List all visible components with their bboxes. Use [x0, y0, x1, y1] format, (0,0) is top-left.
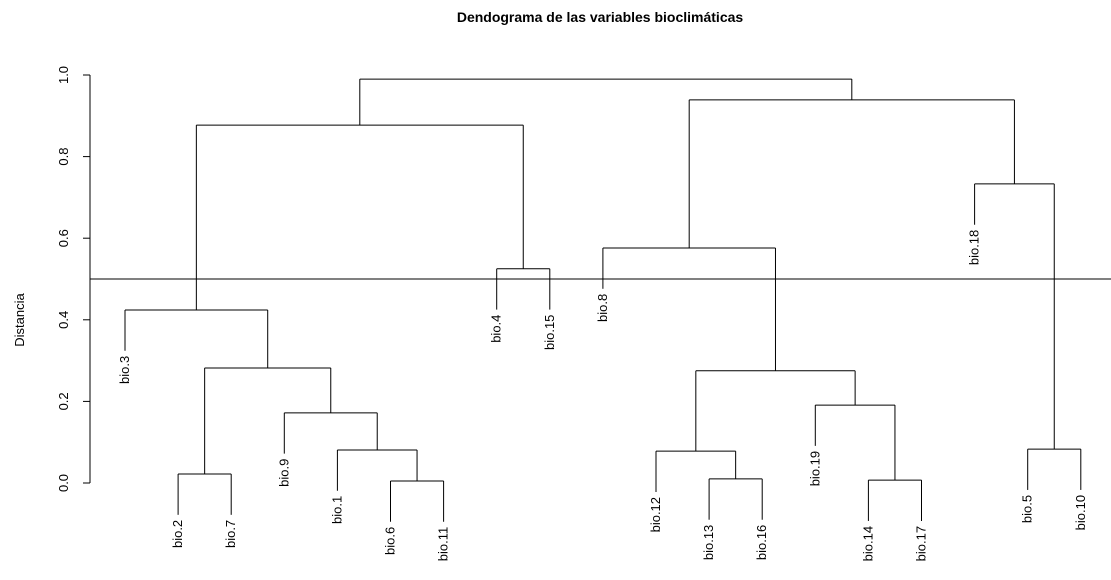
leaf-label: bio.1: [329, 496, 344, 524]
leaf-label: bio.10: [1073, 495, 1088, 530]
leaf-label: bio.19: [807, 451, 822, 486]
leaf-label: bio.6: [383, 527, 398, 555]
leaf-label: bio.15: [542, 315, 557, 350]
leaf-label: bio.16: [754, 525, 769, 560]
leaf-label: bio.5: [1020, 495, 1035, 523]
leaf-label: bio.3: [117, 356, 132, 384]
leaf-label: bio.17: [914, 526, 929, 561]
leaf-label: bio.2: [170, 520, 185, 548]
y-tick-label: 0.4: [56, 311, 71, 329]
leaf-label: bio.9: [276, 459, 291, 487]
y-tick-label: 0.2: [56, 392, 71, 410]
leaf-label: bio.14: [860, 526, 875, 561]
y-tick-label: 0.8: [56, 148, 71, 166]
leaf-label: bio.8: [595, 294, 610, 322]
y-tick-label: 0.0: [56, 474, 71, 492]
y-tick-label: 0.6: [56, 229, 71, 247]
leaf-label: bio.4: [489, 315, 504, 343]
y-axis-label: Distancia: [12, 292, 27, 346]
y-tick-label: 1.0: [56, 66, 71, 84]
leaf-label: bio.12: [648, 497, 663, 532]
leaf-label: bio.18: [967, 230, 982, 265]
chart-title: Dendograma de las variables bioclimática…: [457, 9, 744, 25]
leaf-label: bio.13: [701, 525, 716, 560]
leaf-label: bio.7: [223, 520, 238, 548]
leaf-label: bio.11: [436, 527, 451, 561]
